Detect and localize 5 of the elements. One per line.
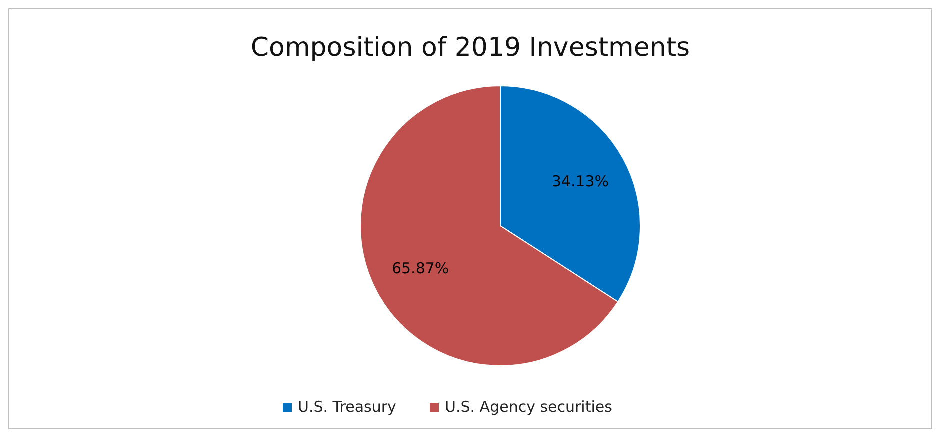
data-label: 34.13% xyxy=(552,172,610,191)
data-label: 65.87% xyxy=(392,260,450,278)
legend-label: U.S. Treasury xyxy=(298,398,397,416)
chart-title: Composition of 2019 Investments xyxy=(250,33,690,63)
legend-label: U.S. Agency securities xyxy=(445,398,613,416)
